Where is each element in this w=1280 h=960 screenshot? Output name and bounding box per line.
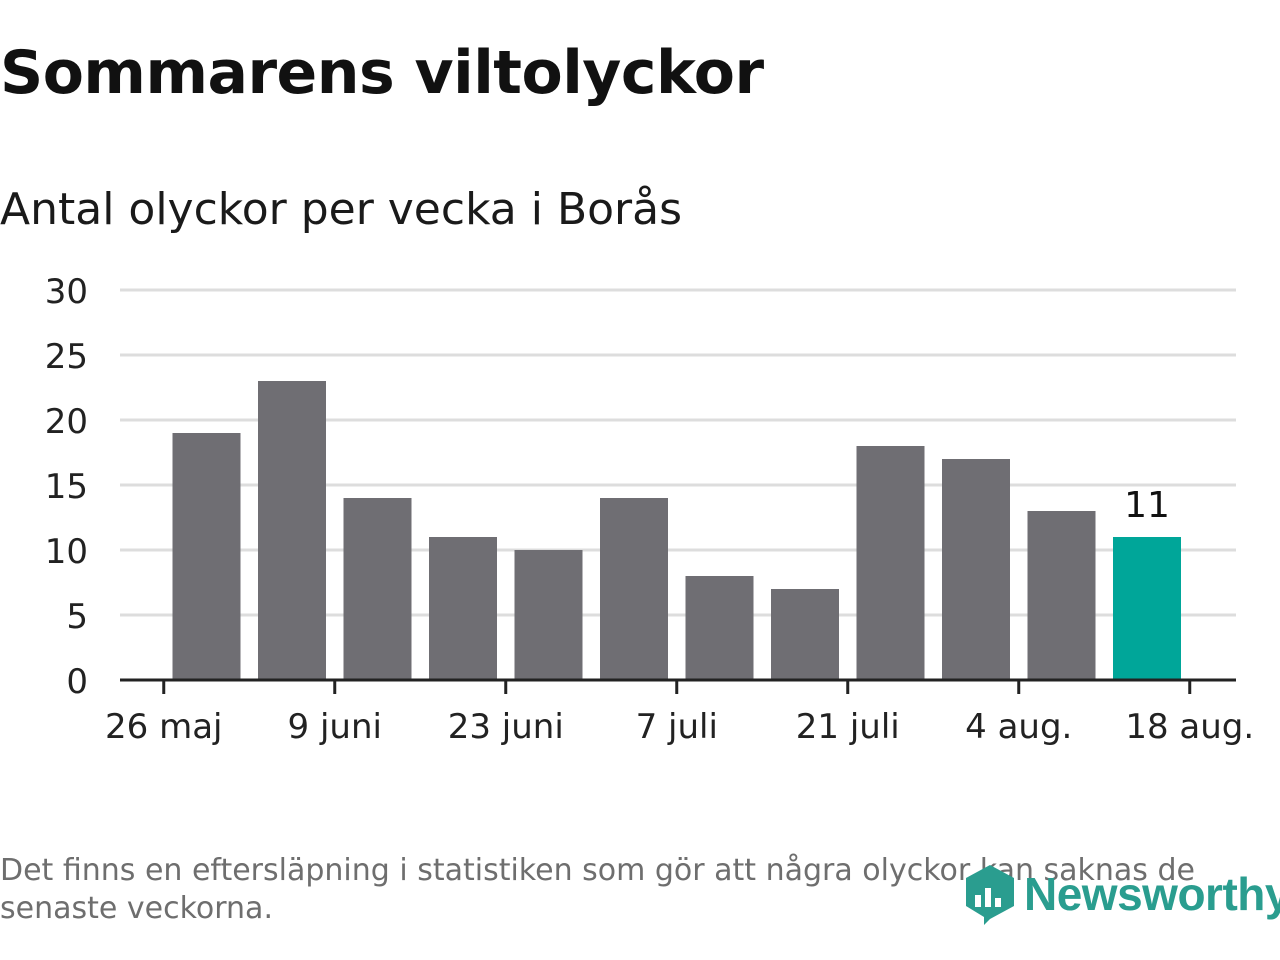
- y-tick-label: 10: [45, 532, 88, 572]
- bar: [429, 537, 497, 680]
- bar-chart: 0 5 10 15 20 25 30 11 26 maj 9 juni 23 juni 7 juli 2…: [45, 272, 1254, 747]
- bar: [514, 550, 583, 680]
- bar: [942, 459, 1010, 680]
- y-tick-label: 20: [45, 402, 88, 442]
- bar: [856, 446, 925, 680]
- x-tick-label: 4 aug.: [965, 707, 1072, 747]
- x-tick-label: 7 juli: [636, 707, 718, 747]
- y-tick-label: 25: [45, 337, 88, 377]
- x-tick-label: 26 maj: [105, 707, 222, 747]
- bar: [258, 381, 326, 680]
- x-tick-label: 9 juni: [288, 707, 382, 747]
- bar: [343, 498, 412, 680]
- chart-title: Sommarens viltolyckor: [0, 38, 764, 108]
- bar: [172, 433, 241, 680]
- bar: [600, 498, 668, 680]
- chart-subtitle: Antal olyckor per vecka i Borås: [0, 184, 683, 235]
- bar: [1027, 511, 1096, 680]
- logo-text: Newsworthy: [1024, 868, 1280, 920]
- data-label: 11: [1124, 485, 1170, 526]
- x-tick-label: 21 juli: [796, 707, 900, 747]
- x-tick-label: 18 aug.: [1125, 707, 1254, 747]
- newsworthy-logo-icon: [966, 865, 1014, 925]
- bar-highlighted: [1113, 537, 1181, 680]
- y-tick-label: 15: [45, 467, 88, 507]
- x-tick-label: 23 juni: [448, 707, 564, 747]
- bar: [685, 576, 754, 680]
- bar: [771, 589, 839, 680]
- y-tick-label: 30: [45, 272, 88, 312]
- y-tick-label: 5: [66, 597, 88, 637]
- newsworthy-logo: Newsworthy: [962, 862, 1280, 926]
- y-tick-label: 0: [66, 662, 88, 702]
